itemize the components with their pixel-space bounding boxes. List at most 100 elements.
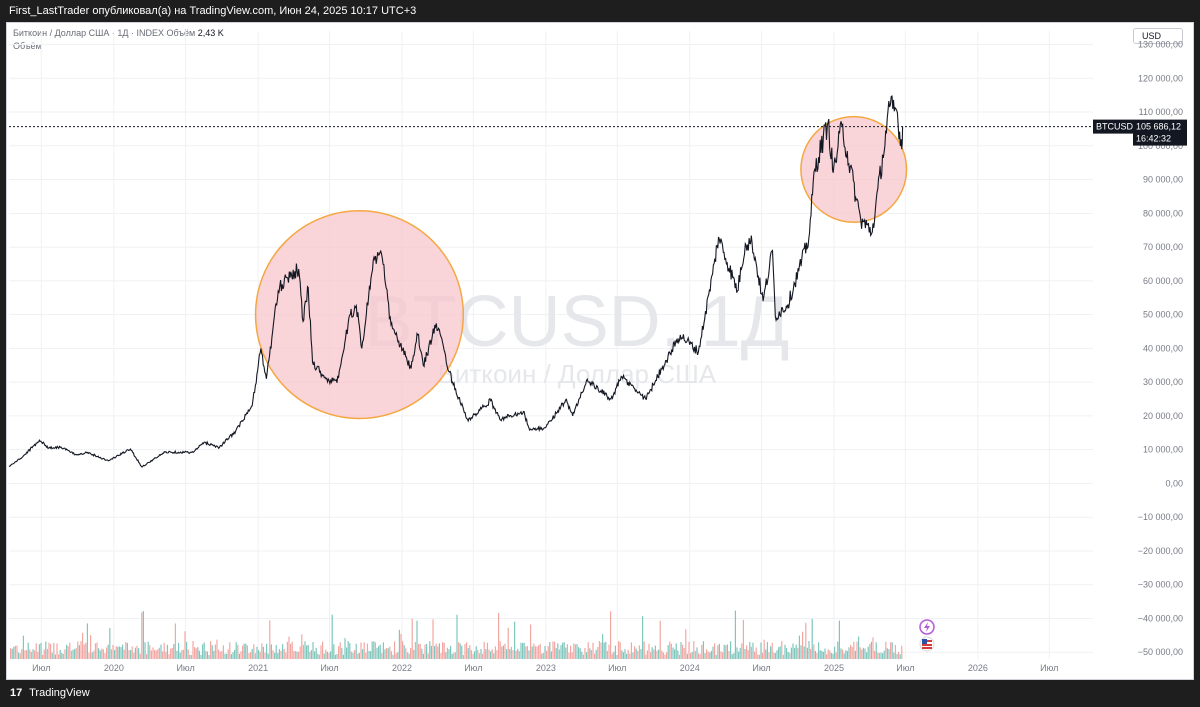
- volume-bar: [510, 646, 512, 659]
- symbol-line[interactable]: Биткоин / Доллар США · 1Д · INDEX: [13, 28, 164, 38]
- volume-bar: [171, 648, 173, 659]
- volume-bar: [365, 652, 367, 659]
- volume-bar: [661, 650, 663, 659]
- volume-bar: [182, 649, 184, 659]
- volume-bar: [642, 616, 644, 659]
- volume-bar: [270, 644, 272, 659]
- volume-bar: [656, 650, 658, 659]
- volume-bar: [310, 650, 312, 659]
- volume-bar: [870, 641, 872, 659]
- volume-bar: [786, 647, 788, 659]
- volume-bar: [598, 641, 600, 659]
- volume-bar: [440, 653, 442, 659]
- volume-bar: [643, 641, 645, 659]
- volume-bar: [312, 642, 314, 659]
- time-axis[interactable]: Июл 2020 Июл 2021 Июл 2022 Июл 2023 Июл 2024 Июл 20…: [32, 663, 1058, 673]
- volume-bar: [379, 644, 381, 659]
- volume-bar: [846, 651, 848, 659]
- volume-bar: [850, 644, 852, 659]
- volume-bar: [822, 651, 824, 659]
- event-icons[interactable]: [919, 619, 935, 652]
- volume-bar: [526, 645, 528, 659]
- volume-bar: [627, 649, 629, 659]
- volume-bar: [338, 646, 340, 659]
- volume-bar: [813, 644, 815, 659]
- volume-pane-label[interactable]: Объём: [13, 41, 42, 51]
- volume-bar: [382, 642, 384, 659]
- price-axis[interactable]: 130 000,00 120 000,00 110 000,00 100 000,00…: [1138, 40, 1183, 658]
- us-flag-icon[interactable]: [919, 636, 935, 652]
- volume-bar: [397, 652, 399, 659]
- volume-bar: [78, 645, 80, 659]
- volume-bar: [251, 648, 253, 659]
- y-tick-label: −10 000,00: [1138, 512, 1183, 522]
- volume-bar: [349, 643, 351, 659]
- volume-bar: [61, 653, 63, 659]
- volume-bar: [184, 631, 186, 659]
- volume-bar: [197, 647, 199, 659]
- volume-bar: [384, 649, 386, 659]
- volume-bar: [464, 644, 466, 659]
- volume-bar: [720, 651, 722, 659]
- volume-bar: [560, 645, 562, 659]
- currency-button[interactable]: USD: [1133, 28, 1183, 44]
- x-tick-label: 2024: [680, 663, 700, 673]
- volume-bar: [726, 644, 728, 659]
- volume-bar: [154, 650, 156, 659]
- volume-bar: [843, 653, 845, 659]
- volume-bar: [275, 645, 277, 659]
- volume-bar: [360, 642, 362, 659]
- y-tick-label: −30 000,00: [1138, 580, 1183, 590]
- volume-bar: [678, 654, 680, 659]
- last-price-tag: BTCUSD 105 686,12 16:42:32: [1093, 119, 1187, 146]
- volume-bar: [134, 647, 136, 659]
- volume-bar: [547, 646, 549, 659]
- price-tag-symbol-bg: [1093, 119, 1133, 134]
- volume-bar: [755, 647, 757, 659]
- volume-bar: [634, 646, 636, 659]
- volume-bar: [174, 623, 176, 659]
- volume-bar: [502, 645, 504, 659]
- volume-bar: [114, 650, 116, 659]
- volume-bar: [485, 649, 487, 659]
- volume-bar: [798, 635, 800, 659]
- volume-bar: [570, 645, 572, 659]
- volume-bar: [883, 650, 885, 659]
- volume-bar: [22, 635, 24, 659]
- volume-bar: [285, 652, 287, 659]
- volume-bar: [304, 641, 306, 659]
- volume-bar: [608, 644, 610, 659]
- volume-bar: [354, 650, 356, 659]
- volume-bar: [659, 620, 661, 659]
- flash-icon[interactable]: [919, 619, 935, 635]
- volume-bar: [373, 641, 375, 659]
- volume-bar: [314, 651, 316, 659]
- tradingview-logo[interactable]: 17 TradingView: [10, 687, 90, 699]
- volume-bar: [53, 642, 55, 659]
- volume-bar: [256, 646, 258, 659]
- price-chart[interactable]: BTCUSD, 1Д Биткоин / Доллар США 130 000,…: [7, 23, 1193, 679]
- volume-bar: [266, 643, 268, 659]
- volume-bar: [136, 645, 138, 659]
- volume-bar: [803, 646, 805, 659]
- volume-bar: [509, 649, 511, 659]
- volume-bar: [29, 649, 31, 659]
- volume-bar: [62, 653, 64, 659]
- volume-bars: [10, 610, 903, 659]
- volume-bar: [309, 651, 311, 659]
- volume-bar: [819, 650, 821, 659]
- volume-bar: [771, 642, 773, 659]
- volume-bar: [581, 651, 583, 659]
- volume-bar: [11, 648, 13, 659]
- volume-bar: [629, 653, 631, 659]
- volume-bar: [626, 653, 628, 659]
- volume-bar: [141, 612, 143, 659]
- volume-bar: [518, 651, 520, 659]
- volume-bar: [16, 645, 18, 659]
- y-tick-label: 130 000,00: [1138, 40, 1183, 50]
- volume-bar: [544, 646, 546, 659]
- volume-bar: [254, 653, 256, 659]
- chart-frame: Биткоин / Доллар США · 1Д · INDEX Объём …: [6, 22, 1194, 680]
- volume-bar: [781, 641, 783, 659]
- volume-bar: [602, 633, 604, 659]
